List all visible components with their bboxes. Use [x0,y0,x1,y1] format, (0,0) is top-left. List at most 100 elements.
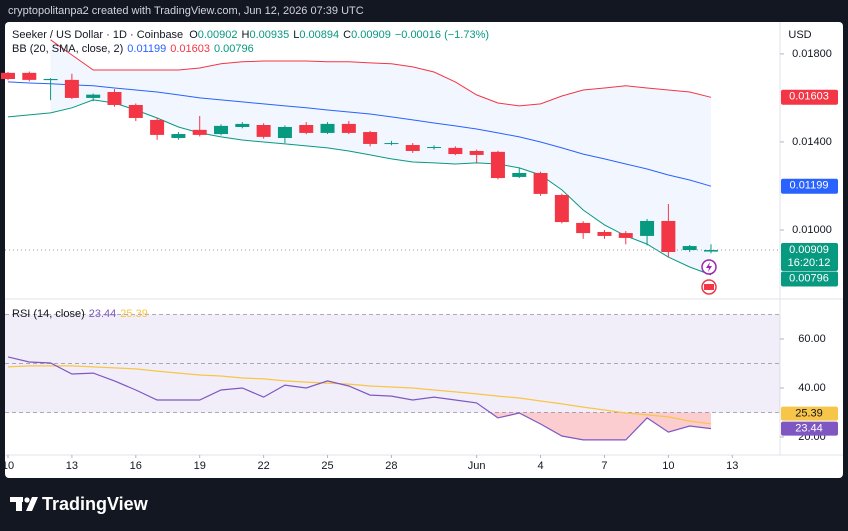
logo-shape [26,497,38,511]
price-badge [781,406,838,421]
ohlc-value: 0.00935 [249,29,289,41]
candle-body [107,91,122,105]
price-badge-label: 23.44 [795,422,823,434]
candle-body [554,194,569,223]
currency: USD [788,29,811,41]
indicator-label: RSI (14, close) [12,308,85,320]
ohlc-value: 0.00902 [198,29,238,41]
price-badge-label: 0.01199 [790,180,829,192]
y-tick-label: 60.00 [798,333,826,345]
candle-body [86,94,101,98]
band-line [7,81,712,187]
price-badge [781,178,838,194]
candle-body [22,72,37,80]
y-tick-label: 0.01000 [792,224,832,236]
y-tick-label: 40.00 [798,382,826,394]
candle-body [576,222,591,234]
candle-body [171,134,186,138]
indicator-label: BB (20, SMA, close, 2) [12,43,123,55]
x-tick-label: Jun [468,460,486,472]
x-tick-label: 4 [537,460,543,472]
x-tick-label: 22 [257,460,269,472]
band-line [7,99,712,276]
logo-shape [24,497,30,503]
candle-body [427,147,442,149]
candle-body [640,220,655,236]
ohlc-key: H [242,29,250,41]
rsi-line [7,356,712,441]
rsi-line [7,365,712,425]
ohlc-key: L [293,29,299,41]
x-tick-label: 13 [726,460,738,472]
candle-body [533,172,548,194]
candle-body [597,231,612,236]
logo: TradingView [10,494,149,514]
event-icon [706,262,712,272]
indicator-legend: RSI (14, close) 23.44 25.39 [12,308,148,320]
candle-body [341,123,356,133]
candle-body [64,79,79,98]
x-tick-label: 7 [601,460,607,472]
icons [701,259,717,295]
caption: cryptopolitanpa2 created with TradingVie… [8,5,364,17]
indicator-value: 25.39 [120,308,148,320]
price-badge [781,421,838,436]
candle-body [512,172,527,177]
indicator-value: 23.44 [89,308,117,320]
candle-body [703,250,718,252]
candle-body [150,119,165,135]
candle-body [384,143,399,145]
candle-body [363,132,378,144]
candle-body [469,150,484,155]
indicator-value: 0.01603 [170,43,210,55]
price-badge-label: 0.00796 [789,272,829,284]
change: −0.00016 (−1.73%) [395,29,489,41]
symbol: Seeker / US Dollar · 1D · Coinbase [12,29,183,41]
logo-shape [16,497,22,511]
x-tick-label: 10 [662,460,674,472]
candle-body [214,125,229,135]
candle-body [490,151,505,179]
indicator-value: 0.01199 [127,43,166,55]
ohlc-value: 0.00894 [299,29,339,41]
y-tick-label: 0.01800 [792,48,832,60]
x-tick-label: 19 [194,460,206,472]
price-badge-label: 0.00909 [789,244,829,256]
ohlc-key: C [343,29,351,41]
price-badge [781,271,838,287]
ohlc-value: 0.00909 [351,29,391,41]
x-tick-label: 13 [66,460,78,472]
candle-body [618,233,633,238]
price-badge-label: 0.01603 [789,91,829,103]
band-line [50,39,712,107]
candle-body [277,126,292,138]
x-tick-label: 10 [2,460,14,472]
candle-body [235,123,250,127]
candle-body [405,145,420,151]
candle-body [0,72,15,80]
price-badge-label: 16:20:12 [788,257,831,269]
indicator-value: 0.00796 [214,43,254,55]
candle-body [192,129,207,135]
candle-body [448,147,463,155]
oversold-fill [8,412,711,440]
candle-body [43,79,58,81]
x-tick-label: 28 [385,460,397,472]
candle-body [661,220,676,252]
ohlc-key: O [189,29,198,41]
candle-body [320,123,335,133]
candle-body [128,104,143,118]
candle-body [682,246,697,251]
price-badge-label: 25.39 [795,407,823,419]
price-badge [781,243,838,272]
y-tick-label: 0.01400 [792,136,832,148]
x-tick-label: 25 [321,460,333,472]
band-fill [50,39,712,275]
candle-body [256,125,271,137]
price-badge [781,89,838,105]
indicator-legend: BB (20, SMA, close, 2) 0.01199 0.01603 0.00… [12,43,254,55]
brand: TradingView [42,494,149,514]
candle-body [299,125,314,133]
